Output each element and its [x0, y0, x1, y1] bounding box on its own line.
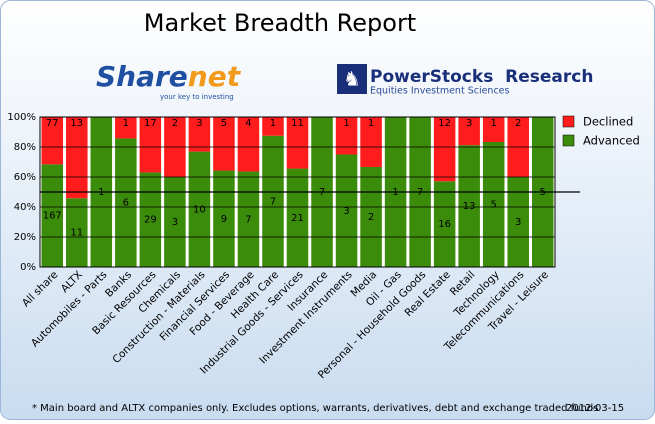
logo-part: net — [188, 60, 242, 93]
svg-text:Sharenet: Sharenet — [96, 60, 242, 93]
bar-segment — [139, 117, 162, 173]
bar-segment — [41, 117, 64, 165]
data-label: 11 — [291, 118, 304, 129]
plot-border — [39, 116, 556, 268]
legend-swatch — [562, 115, 575, 128]
bar-segment — [41, 164, 64, 267]
bar-segment — [213, 117, 235, 171]
date: 2012-03-15 — [566, 403, 624, 414]
bar-segment — [66, 198, 88, 267]
bar-segment — [433, 181, 456, 267]
data-label: 1 — [270, 118, 276, 129]
data-label: 21 — [291, 213, 304, 224]
bar-segment — [335, 117, 358, 155]
data-label: 5 — [221, 118, 227, 129]
data-label: 13 — [70, 118, 83, 129]
bar-segment — [66, 117, 88, 199]
bar-segment — [262, 117, 284, 136]
y-tick-label: 40% — [14, 202, 36, 213]
bar-segment — [433, 117, 456, 182]
bar-segment — [188, 151, 211, 267]
data-label: 9 — [221, 214, 227, 225]
data-label: 3 — [515, 217, 521, 228]
data-label: 29 — [144, 215, 157, 226]
logo-icon — [337, 64, 367, 94]
data-label: 5 — [491, 200, 497, 211]
y-tick-label: 20% — [14, 232, 36, 243]
y-tick-label: 60% — [14, 172, 36, 183]
data-label: 10 — [193, 204, 206, 215]
data-label: 7 — [245, 214, 251, 225]
data-label: 2 — [172, 118, 178, 129]
data-label: 16 — [438, 219, 451, 230]
data-label: 3 — [172, 217, 178, 228]
bar-segment — [458, 117, 480, 146]
bar-segment — [237, 171, 260, 267]
powerstocks-logo: ♞ PowerStocks Research Equities Investme… — [337, 64, 593, 97]
data-label: 2 — [368, 212, 374, 223]
logo-tagline: your key to investing — [160, 93, 234, 101]
logo-icon-glyph: ♞ — [343, 67, 361, 91]
data-label: 11 — [70, 228, 83, 239]
data-label: 1 — [123, 118, 129, 129]
data-label: 2 — [515, 118, 521, 129]
legend-label: Advanced — [583, 134, 640, 148]
data-label: 4 — [245, 118, 251, 129]
bar-segment — [115, 117, 137, 139]
bar-segment — [360, 117, 382, 167]
data-label: 3 — [343, 206, 349, 217]
bar-segment — [115, 138, 137, 267]
bar-segment — [164, 177, 186, 267]
bar-segment — [188, 117, 211, 152]
logo-name: PowerStocks Research — [370, 67, 593, 87]
data-label: 1 — [343, 118, 349, 129]
legend-label: Declined — [583, 115, 633, 129]
bar-segment — [335, 154, 358, 267]
data-label: 13 — [463, 201, 476, 212]
bar-segment — [139, 172, 162, 267]
data-label: 3 — [466, 118, 472, 129]
data-label: 6 — [123, 198, 129, 209]
chart-title: Market Breadth Report — [144, 9, 416, 37]
bar-segment — [482, 117, 505, 142]
data-label: 1 — [368, 118, 374, 129]
logo-part: Share — [96, 60, 188, 93]
bar-segment — [286, 117, 309, 169]
y-tick-label: 0% — [20, 262, 36, 273]
bar-segment — [213, 170, 235, 267]
data-label: 3 — [196, 118, 202, 129]
data-label: 167 — [43, 211, 62, 222]
sharenet-logo: Sharenet your key to investing — [96, 60, 242, 101]
data-label: 77 — [46, 118, 59, 129]
y-tick-label: 100% — [7, 112, 36, 123]
bar-segment — [507, 177, 529, 267]
bar-segment — [482, 142, 505, 267]
data-label: 7 — [270, 196, 276, 207]
footnote: * Main board and ALTX companies only. Ex… — [32, 403, 598, 414]
logo-tagline: Equities Investment Sciences — [370, 86, 510, 97]
bar-segment — [458, 145, 480, 267]
bar-segment — [237, 117, 260, 172]
data-label: 1 — [491, 118, 497, 129]
data-label: 17 — [144, 118, 157, 129]
bar-segment — [286, 168, 309, 267]
legend-swatch — [562, 134, 575, 147]
bar-segment — [262, 135, 284, 267]
y-tick-label: 80% — [14, 142, 36, 153]
data-label: 12 — [438, 118, 451, 129]
